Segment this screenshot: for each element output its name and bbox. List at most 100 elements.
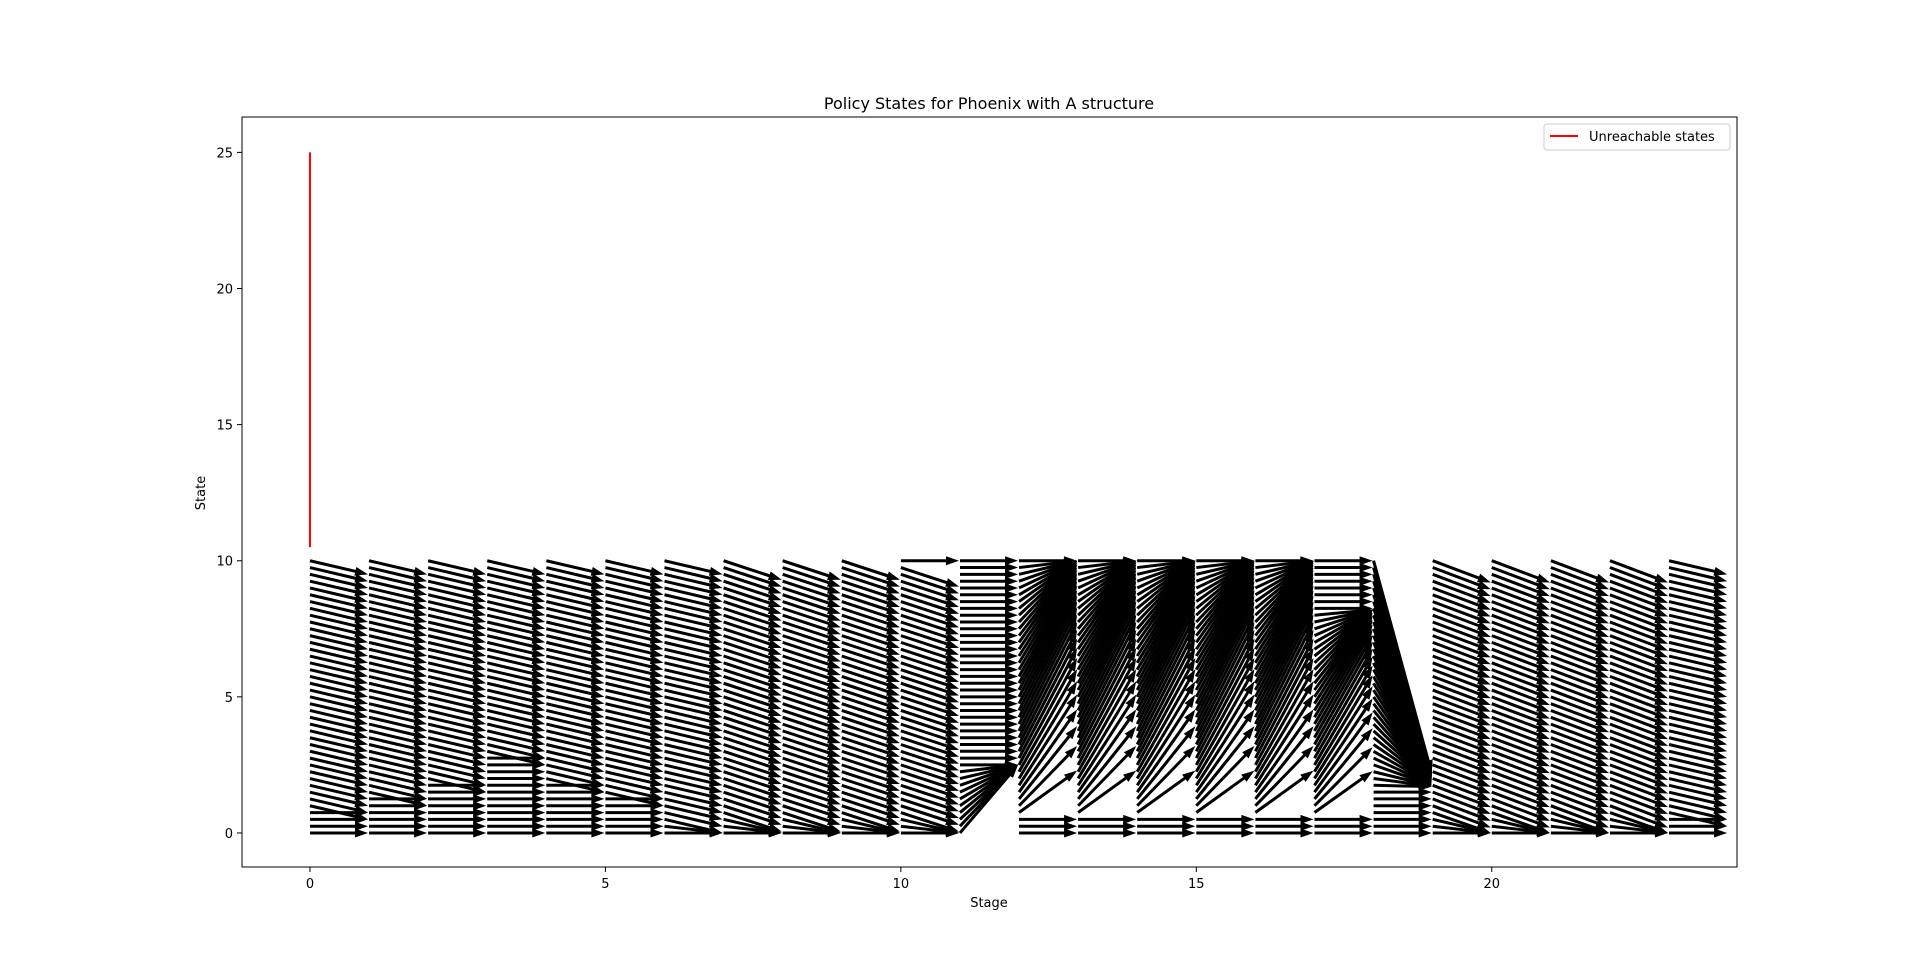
transition-arrow	[309, 606, 368, 624]
transition-arrow	[1196, 821, 1255, 831]
transition-arrow	[546, 770, 605, 787]
transition-arrow	[1550, 634, 1609, 658]
transition-arrow	[900, 804, 959, 825]
transition-arrow	[1609, 559, 1668, 583]
transition-arrow	[841, 811, 900, 832]
transition-arrow	[309, 640, 368, 658]
transition-arrow	[1195, 630, 1255, 746]
transition-arrow	[1373, 814, 1432, 824]
transition-arrow	[546, 736, 605, 753]
transition-arrow	[1076, 567, 1137, 664]
transition-arrow	[1609, 783, 1668, 808]
transition-arrow	[368, 695, 428, 712]
transition-arrow	[1668, 736, 1728, 753]
transition-arrow	[1195, 595, 1255, 712]
transition-arrow	[1668, 647, 1728, 665]
transition-arrow	[723, 770, 782, 791]
transition-arrow	[1019, 814, 1078, 824]
transition-arrow	[900, 702, 959, 723]
transition-arrow	[486, 709, 546, 726]
transition-arrow	[1135, 622, 1196, 739]
x-tick-label: 20	[1483, 877, 1500, 892]
transition-arrow	[605, 559, 664, 576]
transition-arrow	[1137, 821, 1196, 831]
transition-arrow	[960, 569, 1018, 579]
transition-arrow	[841, 586, 900, 608]
transition-arrow	[1313, 641, 1373, 746]
transition-arrow	[546, 787, 605, 797]
transition-arrow	[1254, 560, 1314, 590]
transition-arrow	[664, 729, 723, 746]
transition-arrow	[841, 715, 900, 737]
transition-arrow	[1195, 638, 1255, 752]
transition-arrow	[486, 688, 546, 706]
transition-arrow	[664, 647, 723, 665]
transition-arrow	[1195, 585, 1255, 698]
transition-arrow	[664, 709, 723, 726]
transition-arrow	[782, 824, 841, 836]
transition-arrow	[960, 733, 1018, 743]
transition-arrow	[960, 651, 1018, 661]
transition-arrow	[1491, 668, 1550, 692]
transition-arrow	[1196, 557, 1255, 569]
transition-arrow	[1137, 556, 1196, 566]
transition-arrow	[427, 654, 487, 671]
transition-arrow	[723, 572, 782, 594]
transition-arrow	[1668, 572, 1728, 590]
transition-arrow	[1255, 557, 1314, 569]
transition-arrow	[1432, 722, 1491, 746]
transition-arrow	[486, 620, 546, 637]
transition-arrow	[1076, 681, 1137, 780]
transition-arrow	[1432, 627, 1491, 651]
transition-arrow	[1078, 814, 1137, 824]
transition-arrow	[427, 715, 487, 733]
transition-arrow	[1137, 557, 1196, 569]
transition-arrow	[427, 661, 487, 678]
transition-arrow	[309, 620, 368, 637]
transition-arrow	[1017, 669, 1078, 773]
transition-arrow	[309, 572, 368, 590]
transition-arrow	[1019, 821, 1078, 831]
transition-arrow	[841, 572, 900, 594]
transition-arrow	[960, 685, 1018, 695]
transition-arrow	[960, 631, 1018, 641]
transition-arrow	[723, 722, 782, 744]
transition-arrow	[1017, 694, 1078, 787]
transition-arrow	[368, 647, 428, 665]
transition-arrow	[1076, 614, 1137, 732]
transition-arrow	[486, 736, 546, 753]
transition-arrow	[487, 760, 546, 770]
transition-arrow	[1609, 586, 1668, 610]
transition-arrow	[782, 828, 841, 838]
transition-arrow	[1491, 620, 1550, 644]
transition-arrow	[486, 715, 546, 733]
transition-arrow	[960, 644, 1018, 654]
transition-arrow	[310, 821, 368, 831]
transition-arrow	[309, 736, 368, 753]
chart-title: Policy States for Phoenix with A structu…	[824, 94, 1154, 113]
transition-arrow	[1491, 559, 1550, 583]
transition-arrow	[546, 566, 605, 583]
transition-arrow	[1017, 564, 1078, 657]
transition-arrow	[1195, 560, 1255, 597]
transition-arrow	[1135, 567, 1196, 664]
transition-arrow	[605, 790, 664, 808]
transition-arrow	[782, 579, 841, 601]
transition-arrow	[1017, 590, 1078, 705]
transition-arrow	[841, 828, 900, 838]
transition-arrow	[664, 559, 723, 576]
transition-arrow	[723, 715, 782, 737]
transition-arrow	[309, 668, 368, 685]
transition-arrow	[1195, 564, 1255, 657]
transition-arrow	[1373, 808, 1432, 818]
transition-arrow	[959, 764, 1018, 787]
transition-arrow	[427, 736, 487, 753]
transition-arrow	[368, 736, 428, 753]
transition-arrow	[1609, 763, 1668, 787]
transition-arrow	[723, 613, 782, 635]
transition-arrow	[546, 688, 605, 706]
transition-arrow	[1254, 622, 1314, 739]
transition-arrow	[1609, 572, 1668, 597]
transition-arrow	[1017, 709, 1078, 793]
transition-arrow	[1550, 749, 1609, 774]
